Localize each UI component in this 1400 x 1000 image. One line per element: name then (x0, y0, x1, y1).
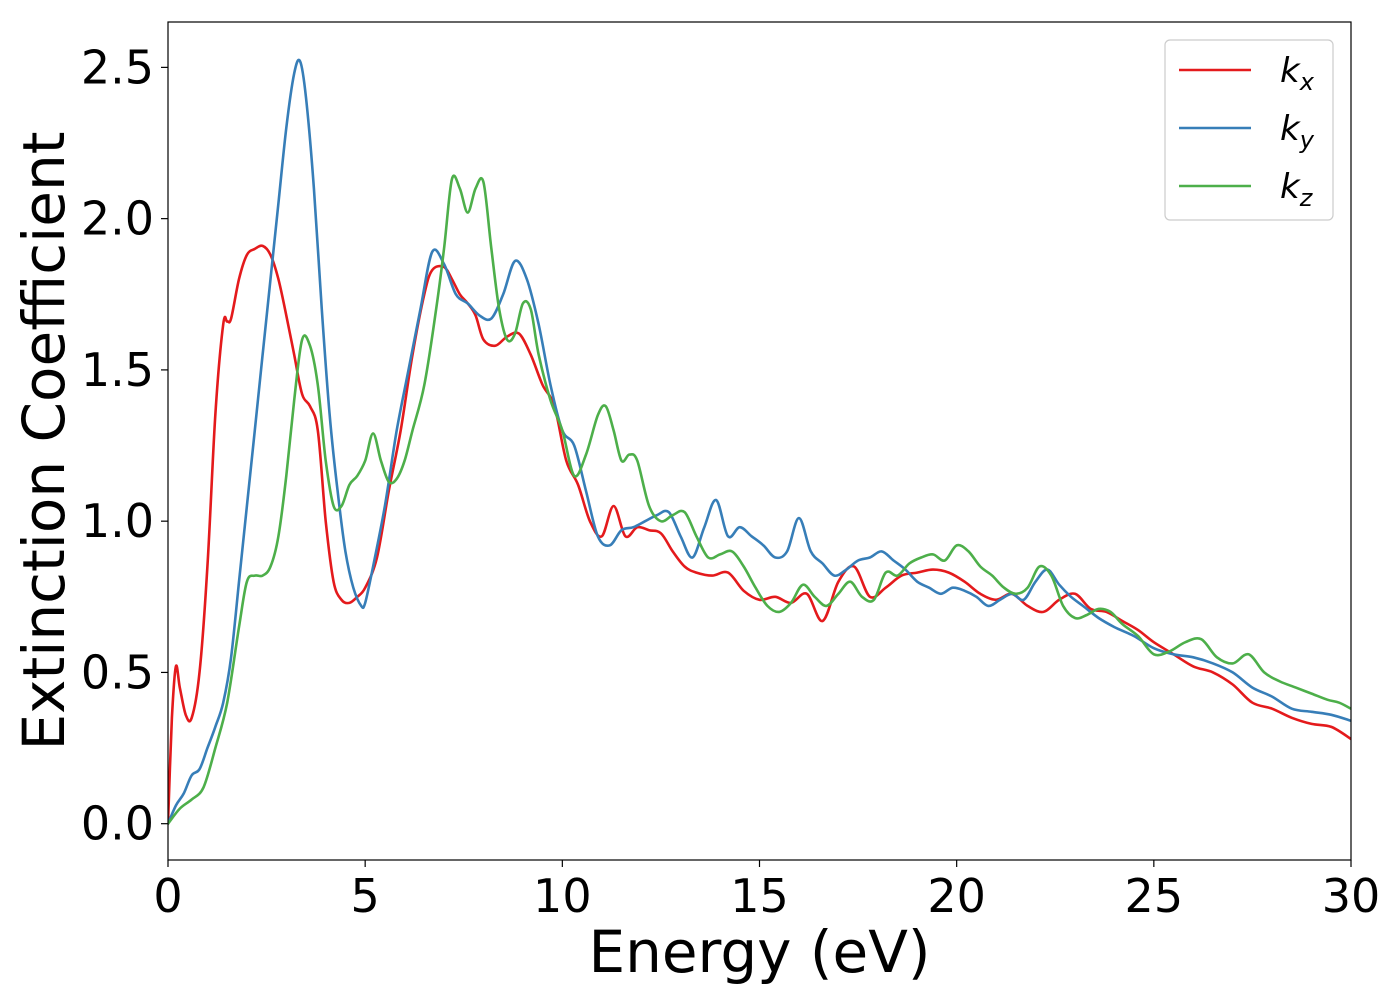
legend: kx ky kz (1164, 39, 1334, 221)
legend-label: ky (1280, 109, 1315, 154)
y-tick-label: 1.0 (81, 494, 154, 548)
y-tick-label: 0.0 (81, 797, 154, 851)
series-layer (168, 58, 1351, 825)
x-tick-label: 10 (533, 869, 592, 923)
x-tick-label: 0 (153, 869, 182, 923)
legend-label: kz (1280, 167, 1314, 212)
legend-label: kx (1280, 51, 1315, 96)
x-tick-label: 15 (730, 869, 789, 923)
x-tick-label: 20 (927, 869, 986, 923)
y-axis-title: Extinction Coefficient (10, 132, 78, 751)
y-tick-label: 0.5 (81, 645, 154, 699)
y-tick-label: 2.5 (81, 40, 154, 94)
x-tick-label: 5 (351, 869, 380, 923)
legend-box (1164, 39, 1334, 221)
y-tick-label: 1.5 (81, 343, 154, 397)
x-tick-label: 25 (1125, 869, 1184, 923)
y-axis: 0.0 0.5 1.0 1.5 2.0 2.5 (81, 40, 168, 851)
x-axis-title: Energy (eV) (588, 918, 930, 986)
x-tick-label: 30 (1322, 869, 1381, 923)
y-tick-label: 2.0 (81, 192, 154, 246)
series-line-z (168, 174, 1351, 825)
x-axis: 0 5 10 15 20 25 30 (153, 860, 1380, 923)
